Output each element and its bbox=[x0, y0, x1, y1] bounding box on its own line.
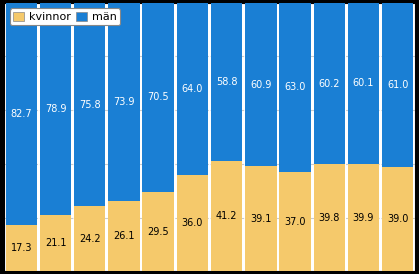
Bar bbox=[211, 3, 242, 161]
Text: 82.7: 82.7 bbox=[10, 109, 32, 119]
Text: 70.5: 70.5 bbox=[147, 92, 169, 102]
Bar bbox=[108, 201, 140, 271]
Bar bbox=[177, 3, 208, 175]
Text: 26.1: 26.1 bbox=[113, 231, 134, 241]
Bar bbox=[5, 225, 37, 271]
Text: 78.9: 78.9 bbox=[45, 104, 66, 114]
Text: 63.0: 63.0 bbox=[285, 82, 306, 92]
Text: 39.0: 39.0 bbox=[387, 214, 409, 224]
Text: 64.0: 64.0 bbox=[182, 84, 203, 94]
Text: 75.8: 75.8 bbox=[79, 99, 101, 110]
Text: 37.0: 37.0 bbox=[285, 216, 306, 227]
Text: 39.9: 39.9 bbox=[353, 213, 374, 223]
Text: 60.2: 60.2 bbox=[318, 79, 340, 89]
Bar bbox=[211, 161, 242, 271]
Text: 17.3: 17.3 bbox=[10, 243, 32, 253]
Text: 61.0: 61.0 bbox=[387, 80, 409, 90]
Bar bbox=[348, 3, 379, 164]
Bar bbox=[142, 192, 174, 271]
Bar bbox=[245, 3, 277, 166]
Text: 24.2: 24.2 bbox=[79, 234, 101, 244]
Bar bbox=[245, 166, 277, 271]
Text: 60.9: 60.9 bbox=[250, 79, 272, 90]
Bar bbox=[142, 3, 174, 192]
Text: 58.8: 58.8 bbox=[216, 77, 237, 87]
Text: 21.1: 21.1 bbox=[45, 238, 66, 248]
Text: 39.1: 39.1 bbox=[250, 214, 272, 224]
Bar bbox=[279, 3, 311, 172]
Bar bbox=[74, 3, 106, 206]
Text: 36.0: 36.0 bbox=[182, 218, 203, 228]
Bar bbox=[348, 164, 379, 271]
Bar bbox=[74, 206, 106, 271]
Bar bbox=[40, 215, 71, 271]
Bar bbox=[279, 172, 311, 271]
Bar bbox=[108, 3, 140, 201]
Bar bbox=[382, 3, 414, 167]
Bar bbox=[5, 3, 37, 225]
Bar bbox=[313, 3, 345, 164]
Text: 29.5: 29.5 bbox=[147, 227, 169, 237]
Legend: kvinnor, män: kvinnor, män bbox=[10, 8, 120, 25]
Text: 73.9: 73.9 bbox=[113, 97, 134, 107]
Text: 41.2: 41.2 bbox=[216, 211, 237, 221]
Bar bbox=[313, 164, 345, 271]
Bar bbox=[40, 3, 71, 215]
Text: 60.1: 60.1 bbox=[353, 78, 374, 89]
Text: 39.8: 39.8 bbox=[318, 213, 340, 223]
Bar bbox=[177, 175, 208, 271]
Bar bbox=[382, 167, 414, 271]
